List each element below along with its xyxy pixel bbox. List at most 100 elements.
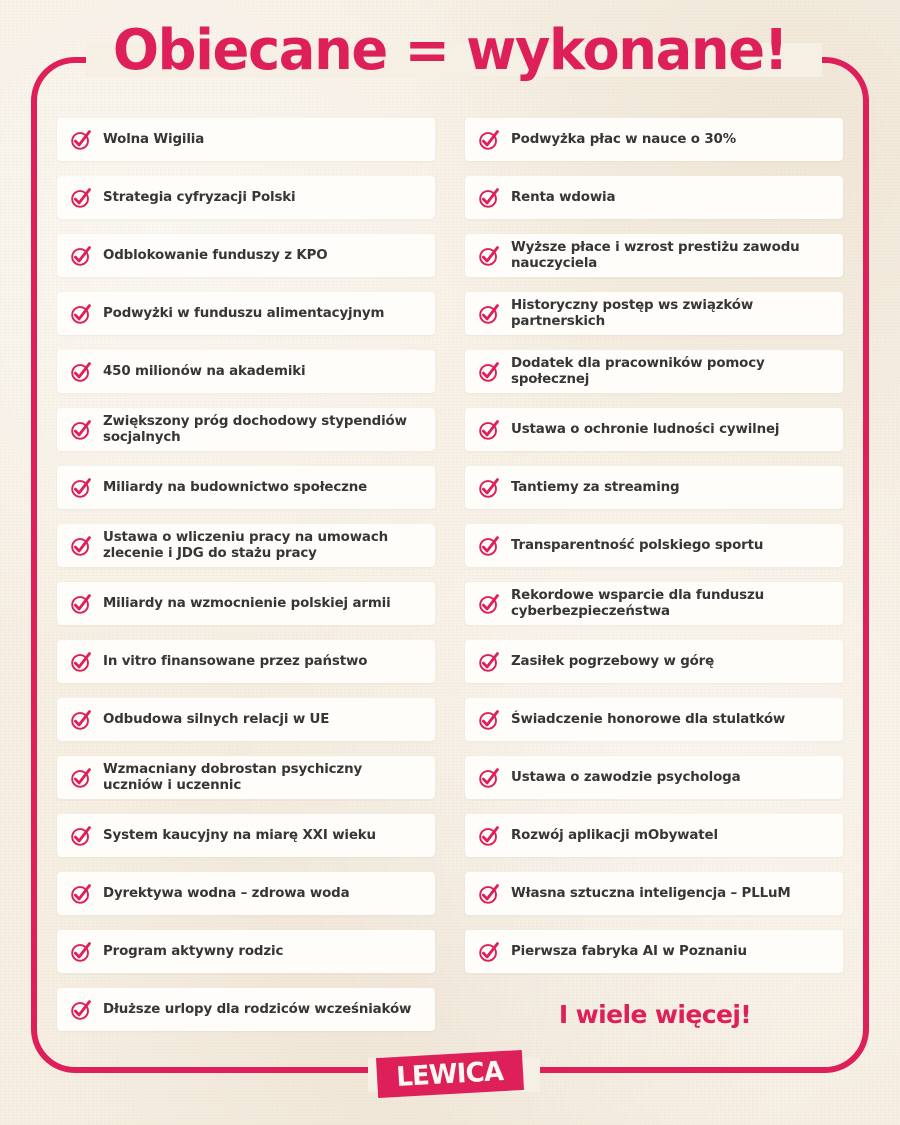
check-circle-icon	[71, 825, 91, 846]
promise-item-label: Miliardy na budownictwo społeczne	[103, 479, 368, 495]
promise-item-label: Historyczny postęp ws związków partnersk…	[511, 297, 754, 329]
check-circle-icon	[479, 941, 499, 962]
promise-item-label: Odbudowa silnych relacji w UE	[103, 711, 330, 727]
check-circle-icon	[479, 651, 499, 672]
promise-item-label: In vitro finansowane przez państwo	[103, 653, 368, 669]
promise-item: Podwyżki w funduszu alimentacyjnym	[57, 292, 435, 335]
promise-item-label: System kaucyjny na miarę XXI wieku	[103, 827, 376, 843]
check-circle-icon	[71, 361, 91, 382]
promises-column-left: Wolna Wigilia Strategia cyfryzacji Polski…	[57, 118, 435, 1046]
promise-item-label: Dłuższe urlopy dla rodziców wcześniaków	[103, 1001, 412, 1017]
promise-item: Ustawa o ochronie ludności cywilnej	[465, 408, 843, 451]
check-circle-icon	[479, 129, 499, 150]
promise-item-label: Transparentność polskiego sportu	[511, 537, 764, 553]
promise-item: Dłuższe urlopy dla rodziców wcześniaków	[57, 988, 435, 1031]
check-circle-icon	[71, 245, 91, 266]
promise-item-label: Strategia cyfryzacji Polski	[103, 189, 296, 205]
lewica-logo-text: LEWICA	[395, 1055, 505, 1093]
frame-gap-top	[86, 43, 822, 77]
check-circle-icon	[71, 767, 91, 788]
promise-item: Ustawa o wliczeniu pracy na umowach zlec…	[57, 524, 435, 567]
promise-item: Rekordowe wsparcie dla funduszu cyberbez…	[465, 582, 843, 625]
promise-item-label: Program aktywny rodzic	[103, 943, 284, 959]
promise-item-label: Miliardy na wzmocnienie polskiej armii	[103, 595, 391, 611]
promise-item: Zasiłek pogrzebowy w górę	[465, 640, 843, 683]
promise-item-label: Własna sztuczna inteligencja – PLLuM	[511, 885, 791, 901]
check-circle-icon	[479, 361, 499, 382]
promise-item: Pierwsza fabryka AI w Poznaniu	[465, 930, 843, 973]
check-circle-icon	[71, 709, 91, 730]
promise-item: Świadczenie honorowe dla stulatków	[465, 698, 843, 741]
check-circle-icon	[479, 825, 499, 846]
check-circle-icon	[479, 883, 499, 904]
promise-item: Podwyżka płac w nauce o 30%	[465, 118, 843, 161]
check-circle-icon	[71, 999, 91, 1020]
promise-item: Dyrektywa wodna – zdrowa woda	[57, 872, 435, 915]
promise-item: Miliardy na wzmocnienie polskiej armii	[57, 582, 435, 625]
check-circle-icon	[479, 303, 499, 324]
check-circle-icon	[71, 303, 91, 324]
promise-item-label: Wzmacniany dobrostan psychiczny uczniów …	[103, 761, 363, 793]
check-circle-icon	[71, 883, 91, 904]
check-circle-icon	[71, 535, 91, 556]
promise-item: Strategia cyfryzacji Polski	[57, 176, 435, 219]
check-circle-icon	[479, 245, 499, 266]
promise-item: Odbudowa silnych relacji w UE	[57, 698, 435, 741]
promise-item: Wolna Wigilia	[57, 118, 435, 161]
promise-item: Miliardy na budownictwo społeczne	[57, 466, 435, 509]
check-circle-icon	[71, 419, 91, 440]
promise-item: Własna sztuczna inteligencja – PLLuM	[465, 872, 843, 915]
promise-item-label: Zasiłek pogrzebowy w górę	[511, 653, 715, 669]
promise-item-label: Podwyżka płac w nauce o 30%	[511, 131, 736, 147]
promise-item: Zwiększony próg dochodowy stypendiów soc…	[57, 408, 435, 451]
promise-item: System kaucyjny na miarę XXI wieku	[57, 814, 435, 857]
promise-item-label: Ustawa o zawodzie psychologa	[511, 769, 741, 785]
promise-item-label: Świadczenie honorowe dla stulatków	[511, 711, 786, 727]
promise-item-label: Tantiemy za streaming	[511, 479, 680, 495]
promise-item: 450 milionów na akademiki	[57, 350, 435, 393]
promise-item-label: Wyższe płace i wzrost prestiżu zawodu na…	[511, 239, 800, 271]
promise-item-label: Wolna Wigilia	[103, 131, 205, 147]
check-circle-icon	[479, 477, 499, 498]
promise-item: Tantiemy za streaming	[465, 466, 843, 509]
promises-column-right: Podwyżka płac w nauce o 30% Renta wdowia W…	[465, 118, 843, 1046]
promise-item: Rozwój aplikacji mObywatel	[465, 814, 843, 857]
promise-item-label: Ustawa o wliczeniu pracy na umowach zlec…	[103, 529, 388, 561]
check-circle-icon	[479, 535, 499, 556]
check-circle-icon	[479, 419, 499, 440]
page-title: Obiecane = wykonane!	[112, 18, 789, 83]
check-circle-icon	[71, 187, 91, 208]
promise-item: Dodatek dla pracowników pomocy społeczne…	[465, 350, 843, 393]
promise-item-label: Dodatek dla pracowników pomocy społeczne…	[511, 355, 765, 387]
promise-item-label: Rekordowe wsparcie dla funduszu cyberbez…	[511, 587, 765, 619]
promise-item: Wzmacniany dobrostan psychiczny uczniów …	[57, 756, 435, 799]
promise-item: Program aktywny rodzic	[57, 930, 435, 973]
promise-item: Ustawa o zawodzie psychologa	[465, 756, 843, 799]
promise-item: Wyższe płace i wzrost prestiżu zawodu na…	[465, 234, 843, 277]
check-circle-icon	[71, 593, 91, 614]
promise-item: Transparentność polskiego sportu	[465, 524, 843, 567]
check-circle-icon	[479, 187, 499, 208]
check-circle-icon	[479, 593, 499, 614]
promise-item-label: Pierwsza fabryka AI w Poznaniu	[511, 943, 747, 959]
and-much-more-text: I wiele więcej!	[558, 1000, 752, 1029]
promise-item: Odblokowanie funduszy z KPO	[57, 234, 435, 277]
promise-item-label: Podwyżki w funduszu alimentacyjnym	[103, 305, 385, 321]
promise-item: Renta wdowia	[465, 176, 843, 219]
check-circle-icon	[479, 767, 499, 788]
promise-item-label: 450 milionów na akademiki	[103, 363, 306, 379]
promises-columns: Wolna Wigilia Strategia cyfryzacji Polski…	[57, 118, 843, 1046]
promise-item-label: Renta wdowia	[511, 189, 616, 205]
check-circle-icon	[479, 709, 499, 730]
promise-item: In vitro finansowane przez państwo	[57, 640, 435, 683]
promise-item: Historyczny postęp ws związków partnersk…	[465, 292, 843, 335]
check-circle-icon	[71, 941, 91, 962]
check-circle-icon	[71, 651, 91, 672]
check-circle-icon	[71, 129, 91, 150]
promise-item-label: Zwiększony próg dochodowy stypendiów soc…	[103, 413, 407, 445]
promise-item-label: Odblokowanie funduszy z KPO	[103, 247, 328, 263]
lewica-logo-badge: LEWICA	[375, 1049, 525, 1099]
promise-item-label: Dyrektywa wodna – zdrowa woda	[103, 885, 350, 901]
check-circle-icon	[71, 477, 91, 498]
